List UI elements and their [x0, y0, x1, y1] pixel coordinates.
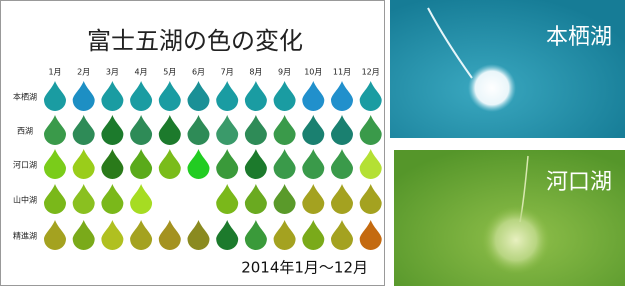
month-label: 7月 [221, 68, 234, 77]
month-label: 9月 [278, 68, 291, 77]
month-label: 5月 [163, 68, 176, 77]
title: 富士五湖の色の変化 [87, 27, 303, 55]
month-label: 3月 [106, 68, 119, 77]
lake-label: 西湖 [17, 127, 33, 136]
month-label: 8月 [249, 68, 262, 77]
photo-motosu [390, 0, 625, 138]
month-label: 4月 [135, 68, 148, 77]
month-label: 6月 [192, 68, 205, 77]
month-label: 12月 [362, 68, 380, 77]
page: 富士五湖の色の変化 2014年1月～12月 本栖湖 河口湖 1月 2月 3月 4月 5月… [0, 0, 625, 286]
photo-label: 河口湖 [546, 170, 612, 195]
lake-label: 河口湖 [13, 160, 37, 170]
disk [468, 64, 516, 112]
month-label: 11月 [333, 68, 351, 77]
lake-label: 本栖湖 [13, 92, 37, 102]
lake-label: 精進湖 [13, 231, 37, 241]
period: 2014年1月～12月 [241, 259, 368, 277]
lake-label: 山中湖 [13, 195, 37, 205]
disk [482, 206, 550, 274]
photo-label: 本栖湖 [546, 25, 612, 50]
month-label: 10月 [304, 68, 322, 77]
month-label: 1月 [48, 68, 61, 77]
month-label: 2月 [77, 68, 90, 77]
